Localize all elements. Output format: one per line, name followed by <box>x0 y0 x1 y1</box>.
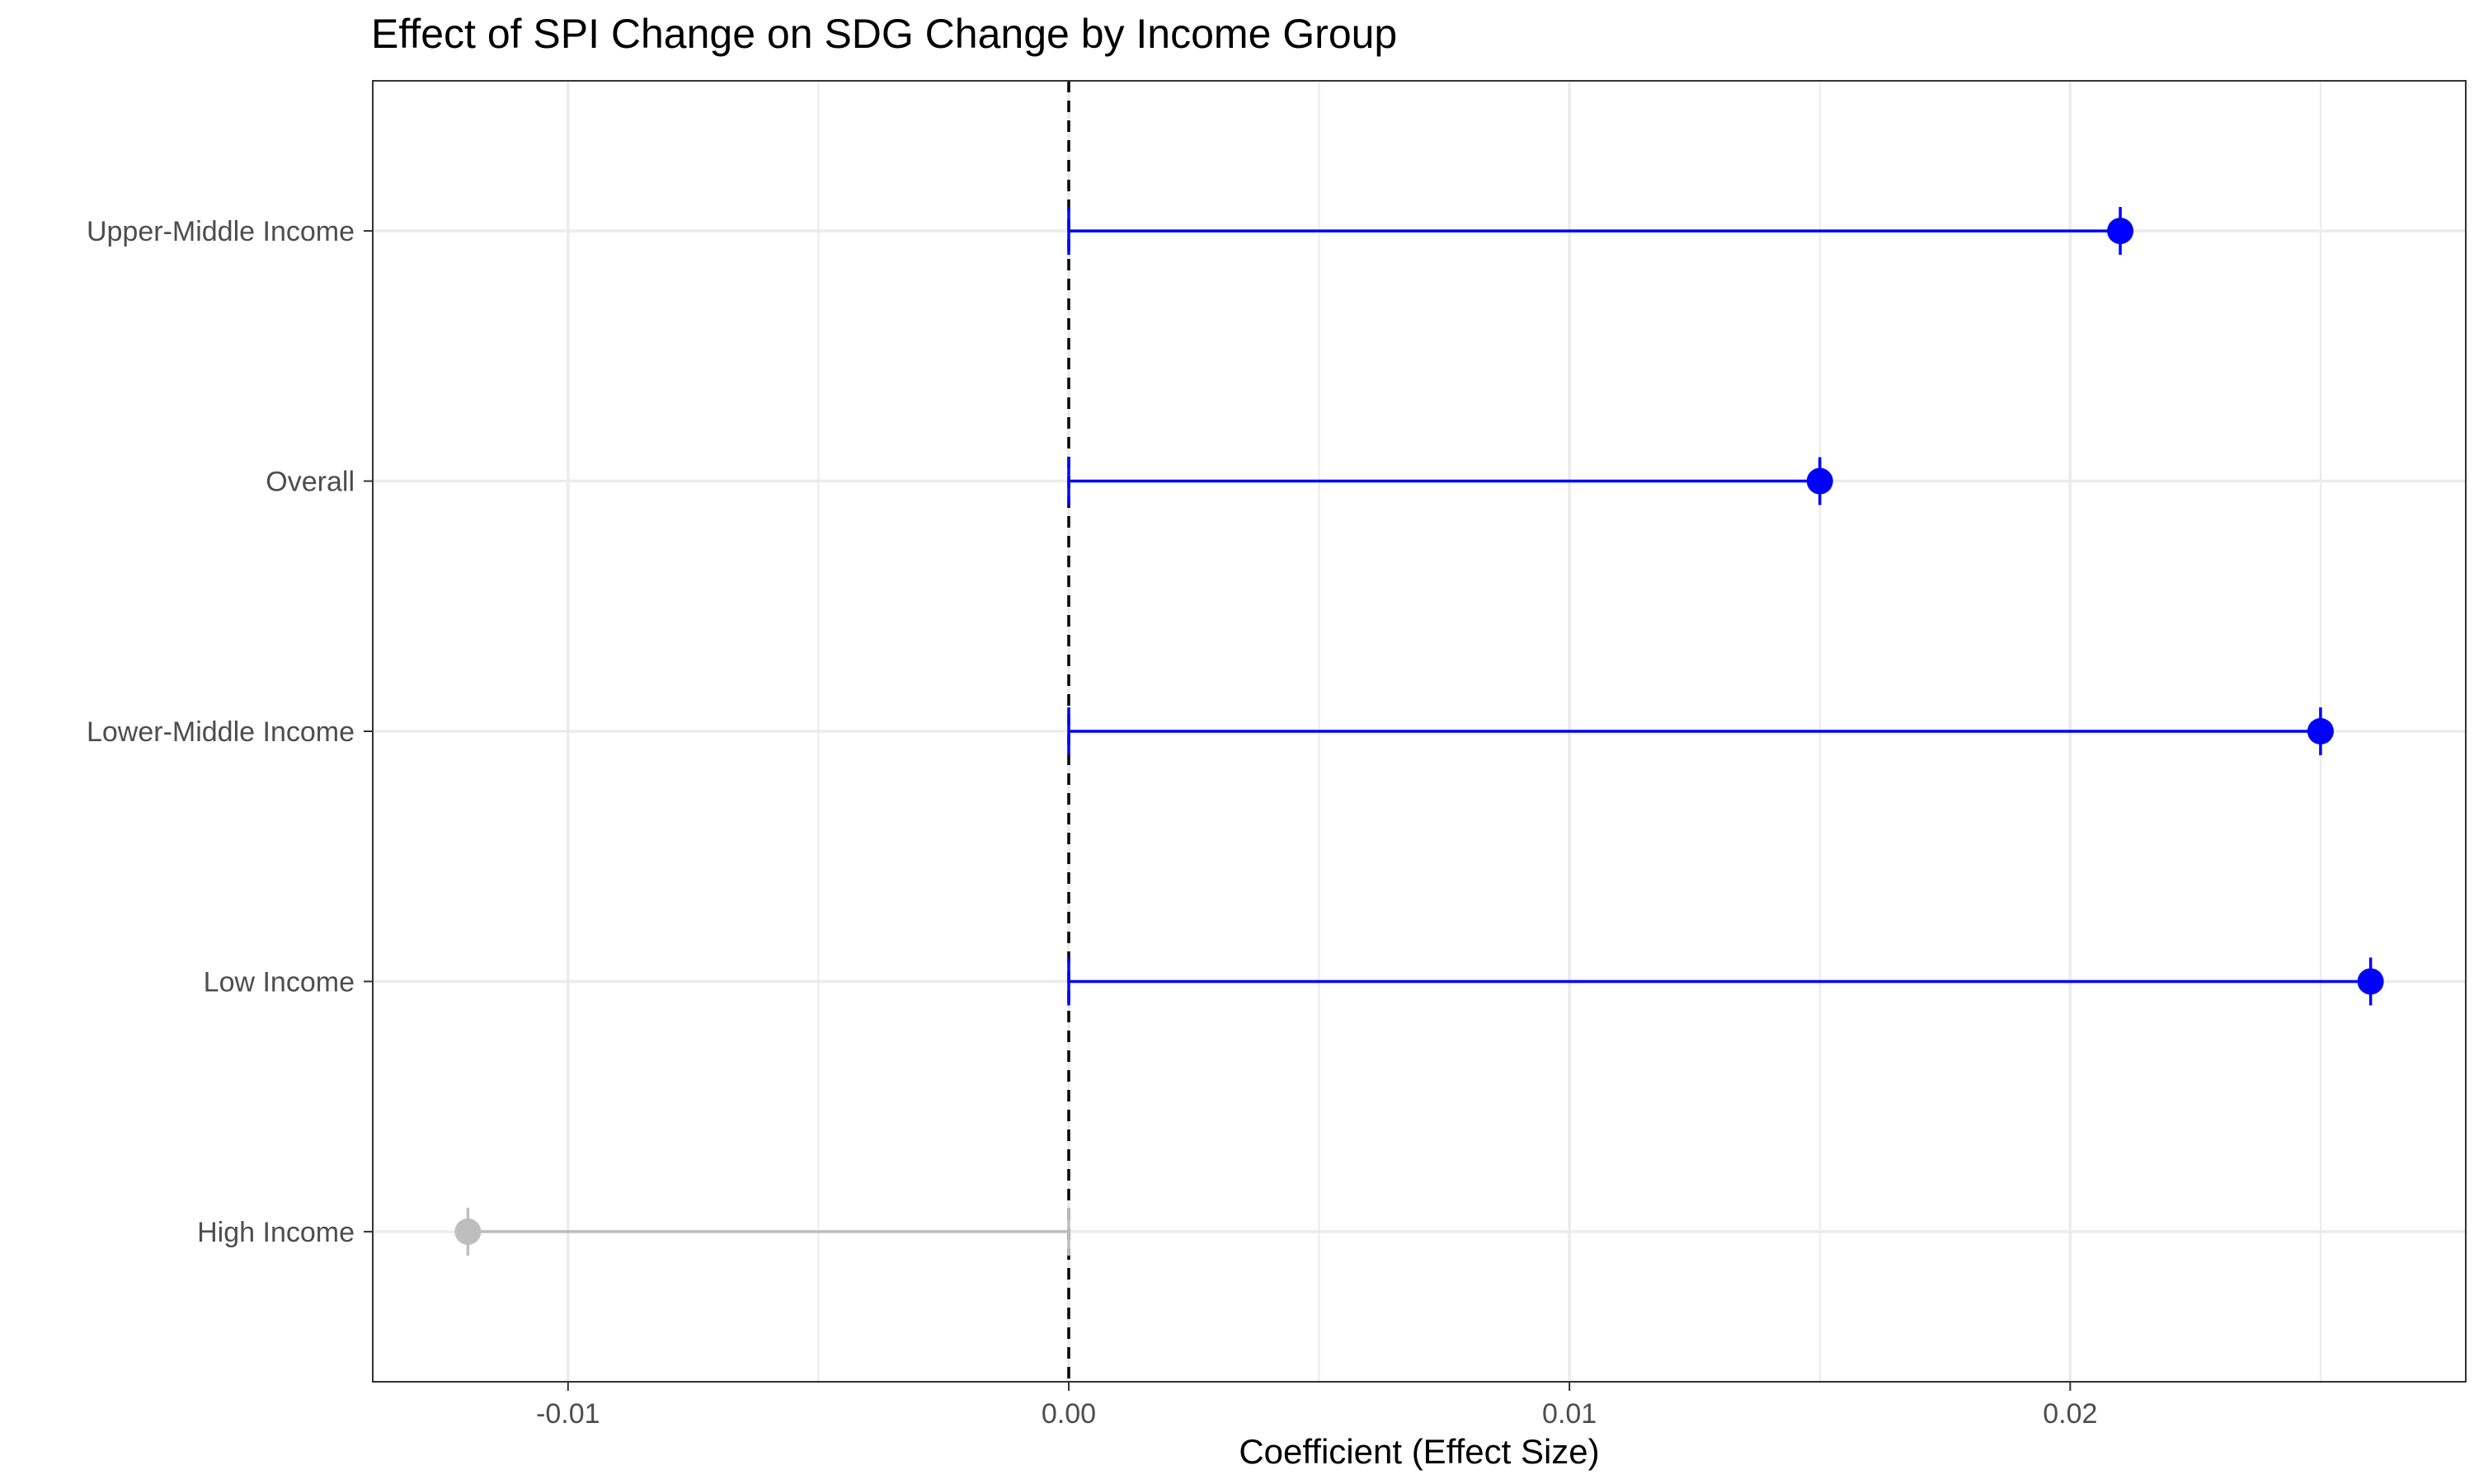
y-tick-label: Low Income <box>204 966 355 998</box>
chart-title: Effect of SPI Change on SDG Change by In… <box>371 11 1397 57</box>
y-tick-label: Overall <box>266 467 355 498</box>
axis-layer: Upper-Middle Income Overall Lower-Middle I… <box>87 216 2097 1430</box>
effect-point <box>2357 968 2384 995</box>
x-tick-label: 0.02 <box>2043 1398 2097 1430</box>
x-tick-label: 0.00 <box>1042 1398 1096 1430</box>
x-tick-label: -0.01 <box>536 1398 600 1430</box>
marks-layer <box>454 81 2384 1382</box>
y-tick-label: Upper-Middle Income <box>87 216 355 247</box>
effect-point <box>454 1218 482 1245</box>
y-tick-label: Lower-Middle Income <box>87 716 355 748</box>
x-tick-label: 0.01 <box>1542 1398 1597 1430</box>
effect-point <box>2107 218 2134 245</box>
effect-point <box>2307 718 2334 744</box>
effect-point <box>1806 467 1833 495</box>
x-axis-title: Coefficient (Effect Size) <box>1239 1432 1599 1471</box>
y-tick-label: High Income <box>197 1217 355 1248</box>
